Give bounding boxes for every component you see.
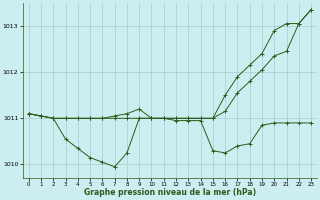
X-axis label: Graphe pression niveau de la mer (hPa): Graphe pression niveau de la mer (hPa) bbox=[84, 188, 256, 197]
